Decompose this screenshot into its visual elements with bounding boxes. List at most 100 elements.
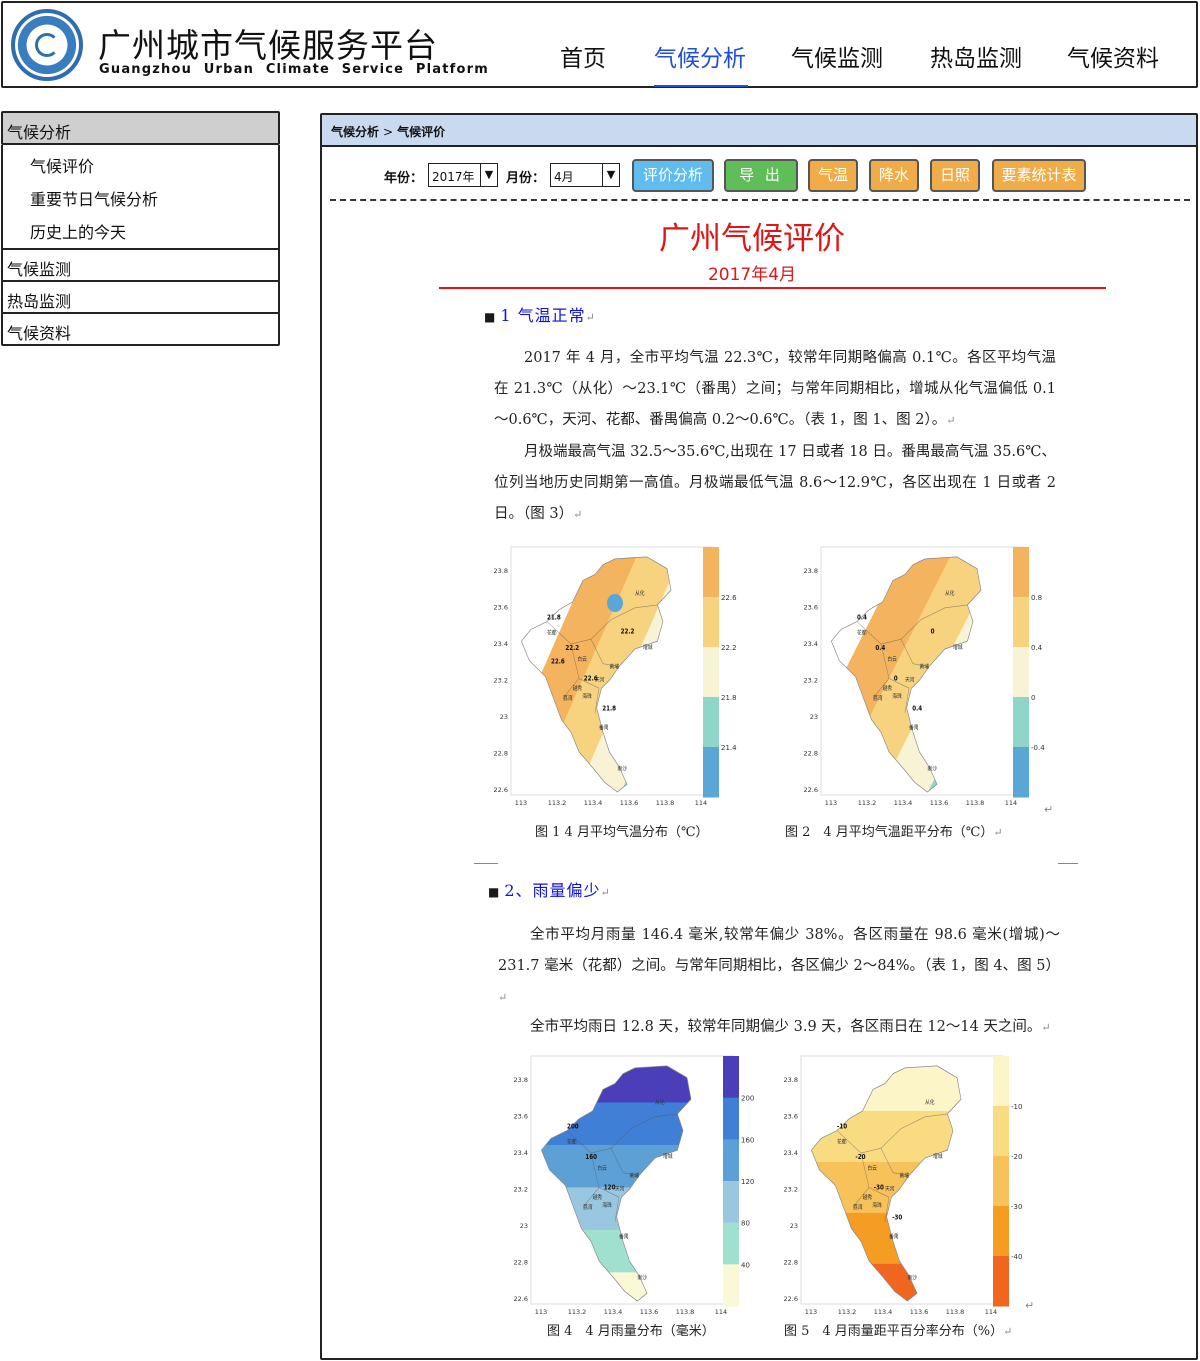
district-label: 越秀 [573,684,583,693]
district-label: 增城 [643,642,653,651]
contour-label: 0.4 [912,705,922,713]
legend-tick: 120 [741,1178,754,1186]
contour-label: 200 [567,1123,579,1131]
contour-label: 22.6 [584,675,598,683]
district-label: 越秀 [883,684,893,693]
nav-heat-island[interactable]: 热岛监测 [930,46,1022,72]
longitude-tick: 113.4 [894,799,913,807]
district-label: 白云 [577,654,587,663]
nav-climate-analysis[interactable]: 气候分析 [654,46,746,72]
latitude-tick: 23.6 [514,1113,528,1121]
longitude-tick: 113.4 [874,1308,893,1316]
district-label: 海珠 [892,691,902,700]
district-label: 番禺 [889,1233,899,1241]
contour-label: 21.8 [602,705,616,713]
figure-4-rainfall-map: 从化 花都 增城 白云 黄埔 天河 越秀 荔湾 海珠 番禺 南沙 200 160 120 23.8 23.6 2… [507,1052,757,1317]
sidebar-submenu: 气候评价 重要节日气候分析 历史上的今天 [1,145,280,250]
legend-color-swatch [723,1139,739,1182]
district-label: 天河 [905,675,915,684]
district-label: 从化 [635,589,645,598]
paragraph-rainfall-1: 全市平均月雨量 146.4 毫米,较常年偏少 38%。各区雨量在 98.6 毫米… [498,920,1060,1013]
legend-color-swatch [1013,647,1029,698]
nav-active-underline [654,85,748,87]
latitude-tick: 23.4 [494,640,508,648]
longitude-tick: 114 [985,1308,997,1316]
legend-color-swatch [723,1097,739,1140]
latitude-tick: 22.8 [514,1259,528,1267]
sidebar-subitem-holiday-analysis[interactable]: 重要节日气候分析 [30,190,159,209]
map-color-band [831,556,958,793]
contour-label: 0 [931,628,935,636]
nav-climate-monitoring[interactable]: 气候监测 [791,46,883,72]
district-label: 增城 [933,1151,943,1160]
legend-color-swatch [1013,697,1029,748]
longitude-tick: 113 [535,1308,547,1316]
latitude-tick: 23.6 [494,604,508,612]
sidebar-item-heat-island[interactable]: 热岛监测 [1,280,280,314]
evaluate-button[interactable]: 评价分析 [632,159,714,192]
legend-color-swatch [703,697,719,748]
legend-color-swatch [703,747,719,798]
section-2-title: 2、雨量偏少 [504,881,601,900]
district-label: 荔湾 [583,1202,593,1211]
return-mark-icon: ↵ [600,886,611,899]
paragraph-text: 2017 年 4 月，全市平均气温 22.3℃，较常年同期略偏高 0.1℃。各区… [494,350,1056,428]
legend-tick: 21.4 [721,744,737,752]
nav-climate-data[interactable]: 气候资料 [1067,46,1159,72]
legend-tick: 0.4 [1031,644,1043,652]
sidebar: 气候分析 气候评价 重要节日气候分析 历史上的今天 气候监测 热岛监测 气候资料 [1,111,280,346]
legend-color-swatch [993,1106,1009,1157]
sidebar-subitem-history-today[interactable]: 历史上的今天 [30,223,127,242]
sidebar-item-climate-data[interactable]: 气候资料 [1,312,280,346]
year-select[interactable]: 2017年 ▼ [428,163,498,187]
district-label: 花都 [567,1137,577,1146]
contour-label: 21.8 [547,614,561,622]
site-header: 广州城市气候服务平台 Guangzhou Urban Climate Servi… [1,1,1198,88]
district-label: 荔湾 [563,693,573,702]
sidebar-item-climate-monitoring[interactable]: 气候监测 [1,248,280,282]
district-label: 花都 [837,1137,847,1146]
dropdown-arrow-icon: ▼ [602,164,619,186]
district-label: 天河 [885,1184,895,1193]
legend-color-swatch [703,647,719,698]
district-label: 番禺 [909,724,919,732]
return-mark-icon: ↵ [946,414,956,427]
district-label: 黄埔 [629,1171,639,1180]
sidebar-subitem-climate-evaluation[interactable]: 气候评价 [30,157,95,176]
return-mark-icon: ↵ [585,311,596,324]
district-label: 黄埔 [919,662,929,671]
precipitation-button[interactable]: 降水 [869,159,919,192]
figure-1-temperature-map: 从化 花都 增城 白云 黄埔 天河 越秀 荔湾 海珠 番禺 南沙 21.8 22.2 22.6 21.8 22… [487,543,737,808]
main-panel: 气候分析 > 气候评价 年份： 2017年 ▼ 月份： 4月 ▼ 评价分析 导 出 … [320,113,1198,1360]
temperature-button[interactable]: 气温 [808,159,858,192]
breadcrumb-first[interactable]: 气候分析 [331,125,380,139]
sidebar-item-climate-analysis[interactable]: 气候分析 [1,111,280,145]
latitude-tick: 23 [790,1222,798,1230]
section-divider [474,863,498,864]
district-label: 南沙 [927,764,937,773]
legend-tick: -10 [1011,1103,1022,1111]
export-button[interactable]: 导 出 [724,159,798,192]
legend-color-swatch [723,1056,739,1099]
longitude-tick: 114 [715,1308,727,1316]
district-label: 从化 [925,1098,935,1107]
legend-tick: 0.8 [1031,594,1042,602]
latitude-tick: 22.8 [494,750,508,758]
district-label: 荔湾 [853,1202,863,1211]
sunshine-button[interactable]: 日照 [930,159,980,192]
document-title: 广州气候评价 [659,221,845,257]
district-label: 南沙 [907,1273,917,1282]
latitude-tick: 23 [520,1222,528,1230]
longitude-tick: 113 [515,799,527,807]
stats-table-button[interactable]: 要素统计表 [992,159,1086,192]
section-1-title: 1 气温正常 [500,306,586,325]
dropdown-arrow-icon: ▼ [480,164,497,186]
latitude-tick: 23 [500,713,508,721]
contour-label: 0.4 [875,645,885,653]
month-select[interactable]: 4月 ▼ [550,163,620,187]
longitude-tick: 114 [1005,799,1017,807]
longitude-tick: 113.6 [620,799,639,807]
nav-home[interactable]: 首页 [560,46,606,72]
district-label: 花都 [547,628,557,637]
